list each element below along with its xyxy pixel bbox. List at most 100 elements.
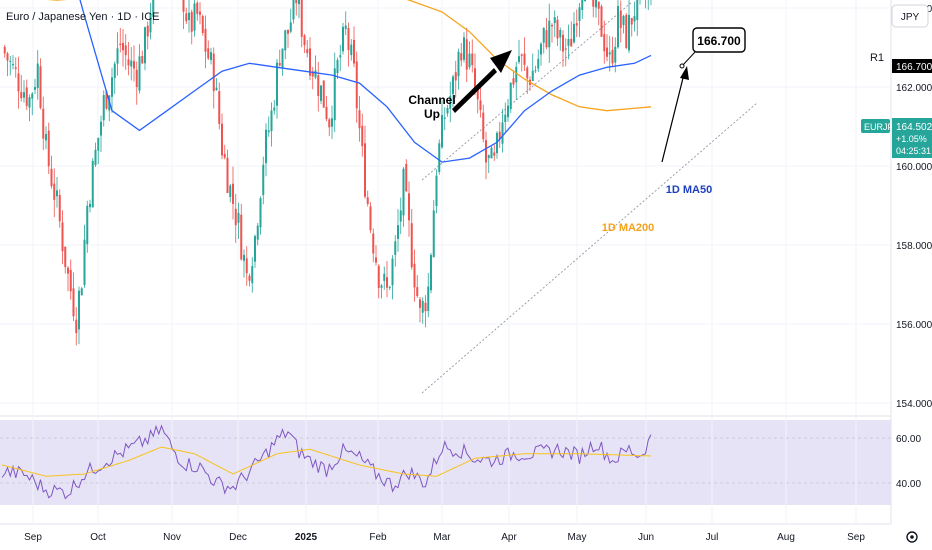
candle (504, 102, 507, 132)
candle (298, 0, 300, 19)
candle-body (243, 254, 245, 261)
candle-body (622, 15, 625, 26)
candle (399, 197, 402, 235)
candle-body (124, 45, 127, 56)
candle (259, 196, 262, 235)
ma200-line (46, 0, 652, 112)
candle-body (292, 0, 295, 20)
candle (240, 203, 243, 261)
candle-body (619, 10, 622, 29)
candle-body (31, 93, 34, 99)
rsi-tick-label: 40.00 (896, 479, 921, 490)
candle (372, 228, 375, 263)
candle-body (578, 7, 581, 22)
candle-body (69, 269, 72, 292)
candle-body (149, 13, 152, 33)
candle-body (3, 46, 6, 54)
ma200-label: 1D MA200 (602, 222, 655, 234)
candle-body (482, 112, 485, 140)
symbol-tag (861, 119, 890, 133)
candle (512, 70, 515, 88)
candle-body (394, 241, 397, 255)
candle (408, 181, 410, 237)
candle (36, 50, 39, 100)
candle-body (542, 27, 545, 43)
candle (358, 95, 361, 142)
candle-body (276, 62, 278, 106)
candle (597, 1, 600, 26)
candle-body (309, 48, 311, 76)
candle-body (146, 25, 149, 37)
r1-label: R1 (870, 52, 884, 64)
candle (391, 255, 394, 300)
candle-body (562, 34, 564, 52)
candle-body (75, 319, 78, 334)
rsi-band (0, 420, 891, 505)
candle-body (64, 246, 67, 268)
candle-body (474, 68, 476, 90)
candle (482, 104, 485, 143)
candle-body (460, 53, 463, 61)
candle (336, 57, 339, 79)
candle-body (317, 75, 320, 97)
candle (83, 224, 86, 288)
candle-body (240, 214, 243, 260)
candle (72, 272, 75, 321)
candle-body (254, 236, 256, 262)
candle-body (463, 37, 465, 60)
candle-body (248, 275, 251, 281)
candle-body (468, 53, 471, 68)
candle (113, 61, 116, 95)
candle (278, 49, 281, 67)
candle-body (270, 110, 273, 132)
candle (221, 113, 223, 160)
candle-body (116, 48, 119, 64)
candle (628, 0, 630, 54)
candle (339, 44, 342, 72)
time-tick-label: Feb (369, 532, 387, 543)
candle (416, 275, 419, 298)
candle-body (210, 52, 212, 61)
candle (619, 0, 622, 43)
candle (144, 26, 146, 71)
settings-gear-icon[interactable] (906, 531, 918, 543)
candle-body (339, 55, 342, 58)
price-tag (892, 118, 932, 158)
candle-body (487, 155, 490, 159)
candle-body (300, 0, 303, 37)
candle-body (512, 78, 515, 85)
time-tick-label: Aug (777, 532, 795, 543)
candle (342, 22, 344, 55)
candle (58, 189, 61, 228)
candle-body (265, 129, 267, 164)
candle (237, 202, 240, 239)
candle (311, 66, 314, 90)
candle-body (256, 225, 259, 240)
candle (190, 9, 193, 45)
candle (479, 85, 482, 118)
currency-button[interactable] (891, 4, 929, 28)
r1-axis-tag-text: 166.700 (896, 62, 932, 73)
candle-body (628, 15, 630, 51)
candle-body (438, 143, 441, 172)
time-tick-label: Sep (847, 532, 865, 543)
candle-body (493, 152, 496, 156)
candle-body (564, 48, 567, 50)
candle (413, 249, 416, 302)
candle (146, 21, 149, 50)
candle-body (14, 67, 17, 70)
candle (138, 44, 141, 94)
candle (460, 42, 463, 67)
candle (567, 24, 570, 60)
candle (490, 145, 493, 159)
candle (611, 36, 614, 68)
candle-body (540, 43, 542, 55)
time-axis[interactable]: Sep Oct Nov Dec 2025 Feb Mar Apr May Jun Jul Aug Sep (24, 532, 865, 543)
candles[interactable] (3, 0, 652, 346)
candle-body (141, 56, 144, 64)
candle-body (551, 24, 553, 27)
candle (3, 44, 6, 58)
candle-body (303, 35, 306, 46)
candle-body (427, 286, 430, 312)
